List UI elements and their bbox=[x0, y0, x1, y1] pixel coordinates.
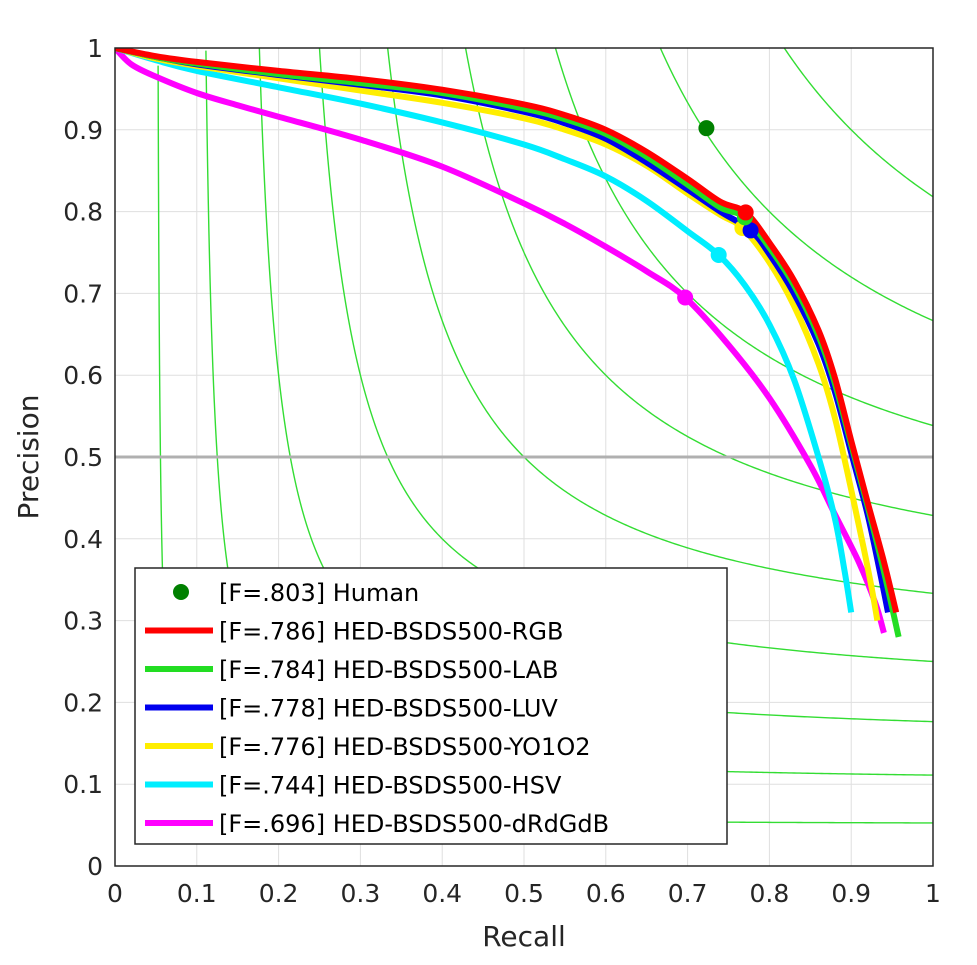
y-tick-label: 0.2 bbox=[63, 688, 103, 717]
x-axis-label: Recall bbox=[482, 920, 566, 953]
x-tick-label: 0.9 bbox=[831, 879, 871, 908]
x-tick-label: 0.2 bbox=[259, 879, 299, 908]
y-tick-label: 0.4 bbox=[63, 525, 103, 554]
legend-label: [F=.744] HED-BSDS500-HSV bbox=[219, 772, 562, 800]
y-tick-label: 0.1 bbox=[63, 770, 103, 799]
legend-label: [F=.803] Human bbox=[219, 579, 419, 607]
x-tick-label: 0.7 bbox=[668, 879, 708, 908]
iso-f-line bbox=[783, 48, 933, 198]
human-marker bbox=[698, 120, 715, 137]
f-marker bbox=[677, 289, 694, 306]
pr-curve bbox=[115, 48, 900, 614]
pr-curves bbox=[115, 48, 902, 638]
f-marker bbox=[742, 222, 759, 239]
legend-label: [F=.778] HED-BSDS500-LUV bbox=[219, 695, 558, 723]
y-axis-label: Precision bbox=[12, 395, 45, 520]
iso-f-line bbox=[659, 48, 933, 322]
legend-label: [F=.784] HED-BSDS500-LAB bbox=[219, 656, 558, 684]
axes-box bbox=[114, 47, 934, 867]
x-tick-label: 0.4 bbox=[422, 879, 462, 908]
pr-curve bbox=[115, 48, 881, 622]
y-tick-label: 0 bbox=[87, 852, 103, 881]
x-tick-label: 0 bbox=[107, 879, 123, 908]
legend-label: [F=.786] HED-BSDS500-RGB bbox=[219, 618, 563, 646]
f-markers bbox=[677, 120, 759, 306]
legend-box bbox=[134, 567, 728, 845]
iso-f-line bbox=[554, 48, 933, 427]
legend: [F=.803] Human [F=.786] HED-BSDS500-RGB [F… bbox=[134, 567, 728, 845]
y-tick-label: 0.8 bbox=[63, 198, 103, 227]
legend-marker-human bbox=[173, 584, 189, 600]
x-tick-label: 0.1 bbox=[177, 879, 217, 908]
legend-label: [F=.696] HED-BSDS500-dRdGdB bbox=[219, 810, 609, 838]
legend-label: [F=.776] HED-BSDS500-YO1O2 bbox=[219, 733, 590, 761]
iso-f-line bbox=[464, 48, 933, 517]
x-tick-labels: 0 0.1 0.2 0.3 0.4 0.5 0.6 0.7 0.8 0.9 1 bbox=[107, 879, 941, 908]
pr-curve bbox=[115, 48, 855, 613]
x-tick-label: 0.6 bbox=[586, 879, 626, 908]
y-tick-label: 0.6 bbox=[63, 361, 103, 390]
y-tick-label: 0.5 bbox=[63, 443, 103, 472]
y-tick-labels: 0 0.1 0.2 0.3 0.4 0.5 0.6 0.7 0.8 0.9 1 bbox=[63, 34, 103, 881]
y-tick-label: 0.9 bbox=[63, 116, 103, 145]
x-tick-label: 0.5 bbox=[504, 879, 544, 908]
x-tick-label: 0.3 bbox=[341, 879, 381, 908]
f-marker bbox=[710, 246, 727, 263]
y-tick-label: 1 bbox=[87, 34, 103, 63]
iso-f-line bbox=[386, 48, 933, 595]
axes-frame bbox=[114, 47, 934, 867]
x-tick-label: 0.8 bbox=[750, 879, 790, 908]
y-tick-label: 0.7 bbox=[63, 279, 103, 308]
f-marker bbox=[737, 204, 754, 221]
x-tick-label: 1 bbox=[925, 879, 941, 908]
y-tick-label: 0.3 bbox=[63, 607, 103, 636]
